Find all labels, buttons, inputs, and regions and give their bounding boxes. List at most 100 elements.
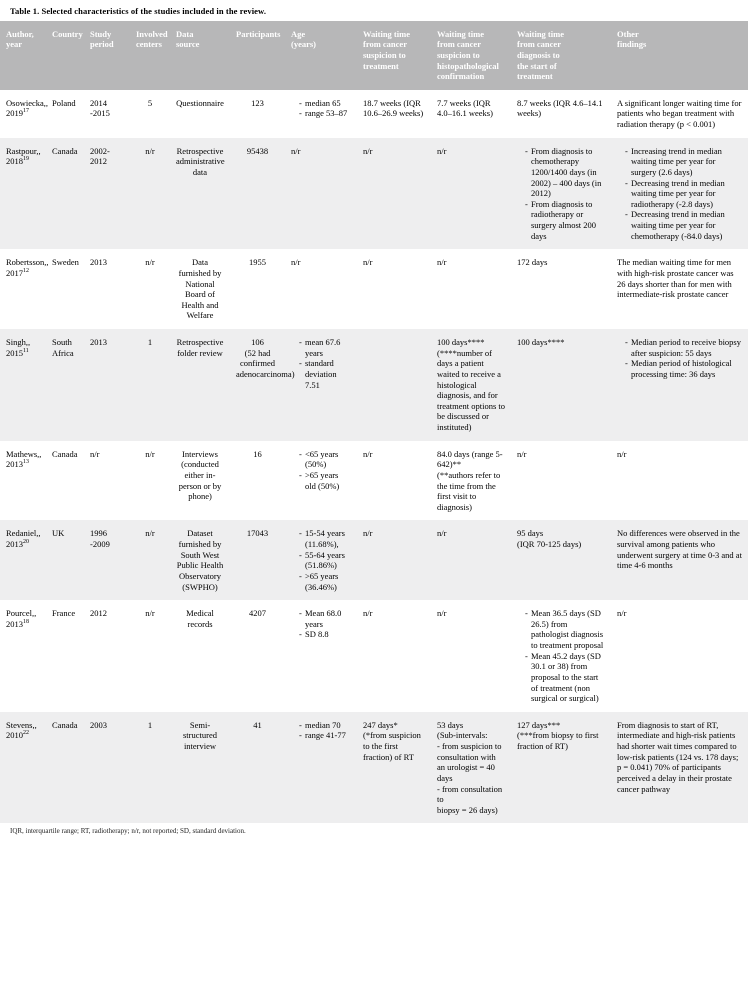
table-row: Pourcel,,201318France2012n/rMedical reco… [0,600,748,712]
table-cell: n/r [431,249,511,329]
author-cell: Osowiecka,,201917 [0,90,46,138]
author-cell: Pourcel,,201318 [0,600,46,712]
table-cell: Mean 36.5 days (SD 26.5) from pathologis… [511,600,611,712]
column-header: Involved centers [130,21,170,90]
table-cell: Retrospective administrative data [170,138,230,250]
table-cell: 127 days*** (***from biopsy to first fra… [511,712,611,824]
table-cell: South Africa [46,329,84,441]
table-cell: 1 [130,712,170,824]
table-cell: 247 days* (*from suspicion to the first … [357,712,431,824]
table-cell: 95 days (IQR 70-125 days) [511,520,611,600]
table-caption: Table 1. Selected characteristics of the… [0,0,748,21]
table-cell: 16 [230,441,285,521]
table-cell: mean 67.6 yearsstandard deviation 7.51 [285,329,357,441]
column-header: Study period [84,21,130,90]
table-cell: UK [46,520,84,600]
table-cell [357,329,431,441]
table-cell: <65 years (50%)>65 years old (50%) [285,441,357,521]
table-row: Mathews,,201313Canadan/rn/rInterviews (c… [0,441,748,521]
table-cell: Data furnished by National Board of Heal… [170,249,230,329]
table-cell: 2013 [84,249,130,329]
table-cell: 84.0 days (range 5-642)** (**authors ref… [431,441,511,521]
table-cell: Interviews (conducted either in-person o… [170,441,230,521]
table-cell: 95438 [230,138,285,250]
table-cell: 2013 [84,329,130,441]
table-cell: n/r [611,441,748,521]
column-header: Data source [170,21,230,90]
table-cell: n/r [130,249,170,329]
column-header: Waiting time from cancer diagnosis to th… [511,21,611,90]
column-header: Age (years) [285,21,357,90]
table-cell: n/r [357,249,431,329]
table-cell: 123 [230,90,285,138]
table-cell: 2003 [84,712,130,824]
table-cell: 172 days [511,249,611,329]
column-header: Other findings [611,21,748,90]
table-cell: median 70range 41-77 [285,712,357,824]
table-header: Author, yearCountryStudy periodInvolved … [0,21,748,90]
table-cell: n/r [130,600,170,712]
author-cell: Stevens,,201022 [0,712,46,824]
table-row: Osowiecka,,201917Poland2014 -20155Questi… [0,90,748,138]
page: Table 1. Selected characteristics of the… [0,0,748,848]
table-cell: Semi-structured interview [170,712,230,824]
table-cell: Questionnaire [170,90,230,138]
table-cell: 5 [130,90,170,138]
table-cell: n/r [357,520,431,600]
table-cell: 1955 [230,249,285,329]
table-cell: n/r [84,441,130,521]
table-cell: 100 days**** [511,329,611,441]
table-cell: Median period to receive biopsy after su… [611,329,748,441]
table-cell: n/r [130,441,170,521]
table-cell: France [46,600,84,712]
table-cell: 2014 -2015 [84,90,130,138]
table-row: Singh,,201511South Africa20131Retrospect… [0,329,748,441]
table-cell: Mean 68.0 yearsSD 8.8 [285,600,357,712]
author-cell: Rastpour,,201819 [0,138,46,250]
table-cell: n/r [357,600,431,712]
table-cell: From diagnosis to chemotherapy 1200/1400… [511,138,611,250]
author-cell: Singh,,201511 [0,329,46,441]
table-cell: 18.7 weeks (IQR 10.6–26.9 weeks) [357,90,431,138]
table-cell: n/r [357,441,431,521]
table-cell: n/r [130,138,170,250]
table-cell: n/r [431,600,511,712]
table-cell: No differences were observed in the surv… [611,520,748,600]
table-cell: 53 days (Sub-intervals: - from suspicion… [431,712,511,824]
table-cell: A significant longer waiting time for pa… [611,90,748,138]
table-cell: 1 [130,329,170,441]
table-cell: Canada [46,712,84,824]
table-cell: 106 (52 had confirmed adenocarcinoma) [230,329,285,441]
studies-table: Author, yearCountryStudy periodInvolved … [0,21,748,824]
column-header: Country [46,21,84,90]
table-cell: Canada [46,441,84,521]
table-cell: 15-54 years (11.68%),55-64 years (51.86%… [285,520,357,600]
table-cell: n/r [431,138,511,250]
column-header: Waiting time from cancer suspicion to tr… [357,21,431,90]
table-cell: 100 days**** (****number of days a patie… [431,329,511,441]
author-cell: Robertsson,,201712 [0,249,46,329]
table-cell: n/r [357,138,431,250]
author-cell: Mathews,,201313 [0,441,46,521]
table-cell: 2002-2012 [84,138,130,250]
table-row: Stevens,,201022Canada20031Semi-structure… [0,712,748,824]
table-cell: Dataset furnished by South West Public H… [170,520,230,600]
table-footnote: IQR, interquartile range; RT, radiothera… [0,823,748,848]
table-cell: n/r [130,520,170,600]
author-cell: Redaniel,,201320 [0,520,46,600]
column-header: Author, year [0,21,46,90]
table-cell: n/r [431,520,511,600]
table-cell: 2012 [84,600,130,712]
table-cell: The median waiting time for men with hig… [611,249,748,329]
table-row: Robertsson,,201712Sweden2013n/rData furn… [0,249,748,329]
table-cell: median 65range 53–87 [285,90,357,138]
table-cell: n/r [285,138,357,250]
table-cell: Poland [46,90,84,138]
column-header: Participants [230,21,285,90]
table-cell: From diagnosis to start of RT, intermedi… [611,712,748,824]
table-cell: 17043 [230,520,285,600]
table-body: Osowiecka,,201917Poland2014 -20155Questi… [0,90,748,824]
table-cell: n/r [511,441,611,521]
table-cell: n/r [611,600,748,712]
table-row: Rastpour,,201819Canada2002-2012n/rRetros… [0,138,748,250]
